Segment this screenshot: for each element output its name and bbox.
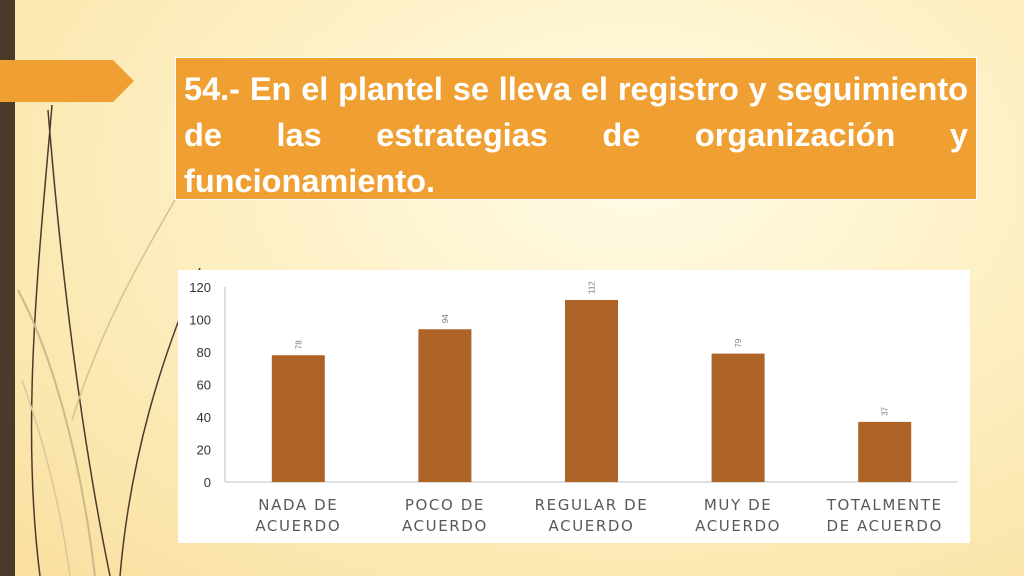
data-label: 78 [294, 340, 303, 349]
slide-title: 54.- En el plantel se lleva el registro … [184, 71, 968, 199]
data-label: 94 [441, 314, 450, 323]
slide-title-box: 54.- En el plantel se lleva el registro … [175, 57, 977, 200]
y-tick-label: 120 [189, 280, 211, 295]
bar [711, 353, 765, 482]
x-tick-label: POCO DE [405, 496, 485, 514]
y-tick-label: 100 [189, 313, 211, 328]
x-tick-label: ACUERDO [402, 517, 488, 535]
bar [565, 300, 618, 482]
y-tick-label: 40 [197, 410, 211, 425]
x-tick-label: ACUERDO [695, 517, 781, 535]
x-tick-label: ACUERDO [255, 517, 341, 535]
y-tick-label: 20 [197, 443, 211, 458]
x-tick-label: TOTALMENTE [826, 496, 943, 514]
data-label: 37 [881, 406, 890, 415]
x-tick-label: REGULAR DE [535, 496, 649, 514]
y-tick-label: 80 [197, 345, 211, 360]
arrow-tab-decoration [0, 60, 134, 102]
y-tick-label: 60 [197, 378, 211, 393]
x-tick-label: DE ACUERDO [826, 517, 943, 535]
x-tick-label: ACUERDO [549, 517, 635, 535]
bar [271, 355, 325, 482]
x-tick-label: MUY DE [704, 496, 772, 514]
data-label: 79 [734, 338, 743, 347]
data-label: 112 [588, 281, 597, 294]
x-tick-label: NADA DE [258, 496, 338, 514]
chart-panel: 0 20 40 60 80 100 120 78 NADA DE ACUERDO 94 POCO DE… [178, 270, 970, 543]
bar-chart: 0 20 40 60 80 100 120 78 NADA DE ACUERDO 94 POCO DE… [189, 280, 958, 535]
bar [418, 329, 472, 482]
bar [858, 421, 912, 482]
y-tick-label: 0 [204, 475, 211, 490]
left-accent-bar [0, 0, 15, 576]
